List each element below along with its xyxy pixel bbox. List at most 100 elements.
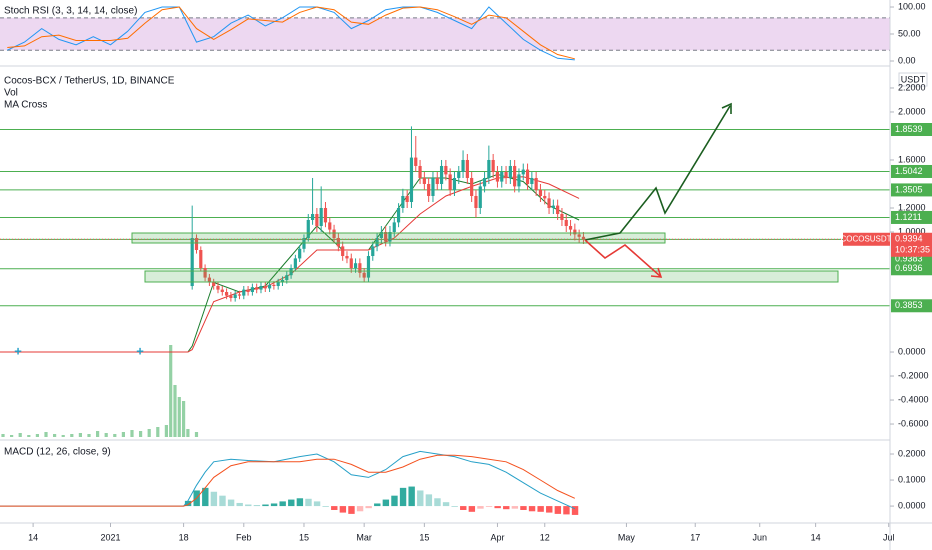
candle-body bbox=[319, 207, 323, 226]
x-tick-label: 15 bbox=[299, 532, 309, 542]
histogram-bar bbox=[468, 506, 476, 512]
candle-body bbox=[431, 177, 435, 196]
candle-body bbox=[233, 294, 237, 299]
histogram-bar bbox=[296, 498, 304, 507]
volume-bar bbox=[10, 435, 14, 437]
support-zone bbox=[144, 270, 839, 283]
candle-body bbox=[392, 222, 396, 232]
candle-body bbox=[573, 229, 577, 235]
volume-bar bbox=[87, 434, 91, 437]
candle-body bbox=[250, 287, 254, 293]
histogram-bar bbox=[227, 499, 235, 507]
candle-body bbox=[212, 282, 216, 287]
histogram-bar bbox=[253, 505, 261, 507]
level-label: 1.1211 bbox=[895, 212, 922, 222]
y-tick-label: 0.0000 bbox=[898, 500, 926, 510]
volume-bar bbox=[61, 435, 65, 437]
candle-body bbox=[482, 177, 487, 187]
candle-body bbox=[543, 195, 547, 199]
candle-body bbox=[422, 177, 426, 184]
candle-body bbox=[285, 275, 289, 281]
y-tick-label: -0.4000 bbox=[898, 394, 929, 404]
candle-body bbox=[491, 159, 495, 172]
candle-body bbox=[564, 219, 568, 226]
histogram-bar bbox=[425, 494, 433, 507]
candle-body bbox=[332, 229, 336, 238]
x-tick-label: Mar bbox=[356, 532, 372, 542]
candle-body bbox=[409, 157, 414, 202]
histogram-bar bbox=[365, 506, 372, 509]
candle-body bbox=[474, 195, 478, 208]
candle-body bbox=[216, 286, 220, 290]
level-label: 0.9383 bbox=[895, 254, 923, 264]
candle-body bbox=[427, 183, 431, 196]
macd-line bbox=[0, 450, 576, 510]
histogram-bar bbox=[313, 501, 321, 507]
level-label: 0.3853 bbox=[895, 300, 923, 310]
candle-body bbox=[371, 246, 375, 257]
volume-bar bbox=[194, 432, 199, 437]
histogram-bar bbox=[511, 506, 519, 509]
candle-body bbox=[414, 157, 418, 166]
histogram-bar bbox=[210, 491, 218, 507]
candle-body bbox=[500, 171, 504, 182]
bullish-arrow bbox=[584, 105, 731, 241]
histogram-bar bbox=[451, 506, 458, 507]
symbol-label: COCOSUSDT bbox=[840, 234, 891, 243]
candle-body bbox=[203, 268, 207, 278]
candle-body bbox=[353, 263, 358, 269]
candle-body bbox=[259, 286, 263, 290]
unit-box[interactable] bbox=[898, 72, 928, 87]
x-tick-label: May bbox=[618, 532, 636, 542]
histogram-bar bbox=[434, 498, 441, 507]
volume-bar bbox=[78, 433, 83, 437]
x-tick-label: 2021 bbox=[100, 532, 120, 542]
candle-body bbox=[263, 286, 267, 289]
volume-bar bbox=[186, 429, 190, 437]
level-label-box bbox=[891, 299, 932, 313]
histogram-bar bbox=[391, 495, 398, 507]
candle-body bbox=[255, 287, 259, 290]
histogram-bar bbox=[537, 506, 544, 512]
candle-body bbox=[487, 159, 491, 178]
candle-body bbox=[388, 231, 392, 242]
volume-bar bbox=[104, 433, 108, 437]
candle-body bbox=[323, 207, 328, 223]
candle-body bbox=[418, 165, 422, 178]
candle-body bbox=[538, 189, 543, 196]
candle-body bbox=[495, 171, 500, 182]
marker: + bbox=[14, 343, 22, 358]
x-tick-label: Apr bbox=[490, 532, 504, 542]
arrow-head bbox=[650, 267, 663, 278]
histogram-bar bbox=[331, 506, 338, 510]
volume-bar bbox=[121, 432, 125, 437]
histogram-bar bbox=[503, 506, 510, 510]
histogram-bar bbox=[528, 506, 536, 512]
indicator-label: MA Cross bbox=[4, 100, 47, 111]
y-tick-label: 2.2000 bbox=[898, 82, 926, 92]
x-tick-label: 17 bbox=[690, 532, 700, 542]
level-label-box bbox=[891, 164, 932, 178]
candle-body bbox=[375, 237, 379, 247]
histogram-bar bbox=[184, 500, 192, 507]
histogram-bar bbox=[546, 506, 553, 513]
histogram-bar bbox=[520, 506, 527, 510]
volume-bar bbox=[18, 433, 22, 437]
candle-body bbox=[568, 225, 573, 230]
level-label: 0.6936 bbox=[895, 263, 923, 273]
histogram-bar bbox=[408, 486, 415, 507]
candle-body bbox=[435, 177, 439, 184]
candle-body bbox=[345, 256, 349, 259]
level-label-box bbox=[891, 123, 932, 137]
volume-bar bbox=[44, 432, 48, 437]
y-tick-label: 0.00 bbox=[898, 55, 916, 65]
histogram-bar bbox=[288, 499, 295, 507]
bearish-arrow bbox=[584, 239, 661, 277]
candle-body bbox=[349, 258, 353, 269]
candle-body bbox=[207, 277, 211, 283]
y-tick-label: 0.2000 bbox=[898, 448, 926, 458]
candle-body bbox=[362, 272, 366, 278]
rsi-title: Stoch RSI (3, 3, 14, 14, close) bbox=[4, 6, 137, 17]
candle-body bbox=[560, 213, 564, 220]
